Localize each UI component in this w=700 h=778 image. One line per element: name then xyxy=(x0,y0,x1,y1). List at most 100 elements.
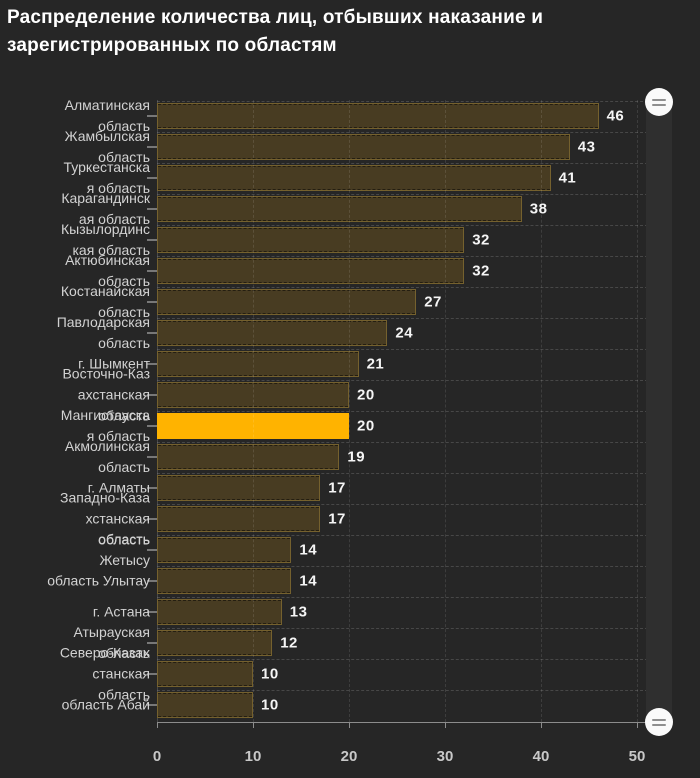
bar[interactable] xyxy=(157,134,570,160)
category-label: область Абай xyxy=(61,696,150,713)
category-label: Павлодарская область xyxy=(56,314,150,351)
bar[interactable] xyxy=(157,196,522,222)
horizontal-gridline xyxy=(157,317,648,319)
x-axis-tick-label: 10 xyxy=(244,748,262,765)
bar[interactable] xyxy=(157,661,253,687)
bar[interactable] xyxy=(157,599,282,625)
category-tick xyxy=(147,208,157,210)
category-tick xyxy=(147,270,157,272)
category-axis-line xyxy=(157,100,158,722)
horizontal-gridline xyxy=(157,472,648,474)
category-label: Восточно-Каз ахстанская область xyxy=(62,365,150,424)
bar[interactable] xyxy=(157,258,465,284)
value-label: 24 xyxy=(395,324,414,342)
bar[interactable] xyxy=(157,537,292,563)
x-axis-tick xyxy=(157,722,158,728)
value-label: 14 xyxy=(299,541,318,559)
grip-line-icon xyxy=(652,723,666,726)
x-axis-tick xyxy=(445,722,446,728)
category-label: Западно-Каза хстанская область xyxy=(60,489,150,548)
bar[interactable] xyxy=(157,165,551,191)
bar[interactable] xyxy=(157,630,273,656)
value-label: 12 xyxy=(280,634,298,652)
chart-title: Распределение количества лиц, отбывших н… xyxy=(7,7,544,56)
category-tick xyxy=(147,611,157,613)
bar[interactable] xyxy=(157,475,321,501)
value-label: 10 xyxy=(261,665,279,683)
horizontal-gridline xyxy=(157,441,648,443)
scrollbar-handle-top-icon[interactable] xyxy=(645,88,673,116)
vertical-gridline xyxy=(445,100,446,722)
bar[interactable] xyxy=(157,103,599,129)
value-label: 17 xyxy=(328,510,346,528)
category-tick xyxy=(147,394,157,396)
value-label: 32 xyxy=(472,231,490,249)
x-axis-tick-label: 20 xyxy=(340,748,358,765)
category-tick xyxy=(147,301,157,303)
scrollbar-handle-bottom-icon[interactable] xyxy=(645,708,673,736)
category-tick xyxy=(147,580,157,582)
horizontal-gridline xyxy=(157,348,648,350)
bar[interactable] xyxy=(157,320,388,346)
value-label: 21 xyxy=(366,355,385,373)
bar[interactable] xyxy=(157,692,253,718)
category-label: Северо-Казах станская область xyxy=(59,644,150,703)
category-label: Кызылординс кая область xyxy=(61,221,150,258)
value-label: 46 xyxy=(606,107,625,125)
value-label: 10 xyxy=(261,696,279,714)
bar[interactable] xyxy=(157,382,349,408)
x-axis-tick-label: 40 xyxy=(532,748,550,765)
grip-line-icon xyxy=(652,103,666,106)
x-axis-tick xyxy=(637,722,638,728)
horizontal-gridline xyxy=(157,410,648,412)
category-tick xyxy=(147,456,157,458)
value-label: 41 xyxy=(558,169,577,187)
horizontal-gridline xyxy=(157,162,648,164)
bar[interactable] xyxy=(157,568,292,594)
category-tick xyxy=(147,642,157,644)
value-label: 13 xyxy=(289,603,308,621)
value-label: 43 xyxy=(577,138,596,156)
category-label: г. Алматы xyxy=(87,479,150,496)
bar-highlighted[interactable] xyxy=(157,413,349,439)
value-label: 27 xyxy=(424,293,442,311)
value-axis-line xyxy=(157,722,649,723)
bar[interactable] xyxy=(157,227,465,253)
horizontal-gridline xyxy=(157,379,648,381)
category-tick xyxy=(147,704,157,706)
horizontal-gridline xyxy=(157,193,648,195)
category-tick xyxy=(147,487,157,489)
category-label: Карагандинск ая область xyxy=(61,190,150,227)
scrollbar-track[interactable] xyxy=(646,88,672,736)
horizontal-gridline xyxy=(157,286,648,288)
vertical-gridline xyxy=(637,100,638,722)
x-axis-tick xyxy=(541,722,542,728)
category-tick xyxy=(147,239,157,241)
horizontal-gridline xyxy=(157,503,648,505)
category-tick xyxy=(147,146,157,148)
category-label: Акмолинская область xyxy=(64,438,150,475)
horizontal-gridline xyxy=(157,596,648,598)
category-tick xyxy=(147,673,157,675)
bar[interactable] xyxy=(157,506,321,532)
horizontal-gridline xyxy=(157,627,648,629)
category-tick xyxy=(147,549,157,551)
bar[interactable] xyxy=(157,351,359,377)
category-label: Туркестанска я область xyxy=(63,159,150,196)
bar[interactable] xyxy=(157,289,417,315)
x-axis-tick xyxy=(349,722,350,728)
horizontal-gridline xyxy=(157,131,648,133)
horizontal-gridline xyxy=(157,689,648,691)
category-tick xyxy=(147,425,157,427)
category-label: Мангистауска я область xyxy=(60,407,150,444)
category-label: Костанайская область xyxy=(60,283,150,320)
grip-line-icon xyxy=(652,98,666,101)
x-axis-tick-label: 30 xyxy=(436,748,454,765)
bar[interactable] xyxy=(157,444,340,470)
category-label: Актюбинская область xyxy=(65,252,150,289)
category-tick xyxy=(147,332,157,334)
horizontal-gridline xyxy=(157,100,648,102)
category-label: Жамбылская область xyxy=(64,128,150,165)
horizontal-gridline xyxy=(157,255,648,257)
